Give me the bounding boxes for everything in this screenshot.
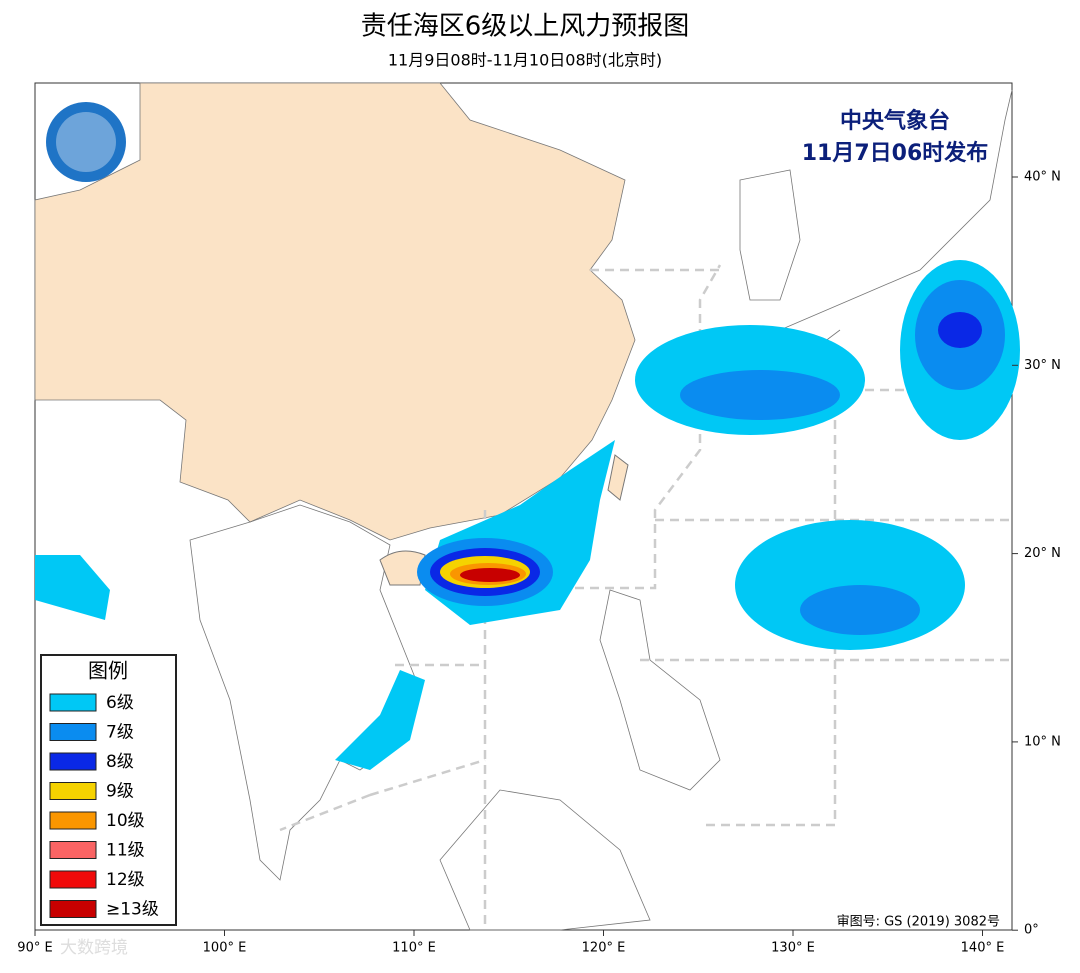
lat-label: 40° N xyxy=(1024,170,1061,185)
legend-swatch xyxy=(49,870,97,889)
legend-swatch xyxy=(49,811,97,830)
lon-label: 140° E xyxy=(961,941,1005,956)
legend-swatch xyxy=(49,900,97,918)
lon-label: 100° E xyxy=(203,941,247,956)
philippines xyxy=(599,589,721,791)
lat-label: 0° xyxy=(1024,923,1039,938)
lon-label: 130° E xyxy=(771,941,815,956)
axes: 40° N 30° N 20° N 10° N 0° 90° E 100° E 110° E 1… xyxy=(17,170,1061,956)
legend-label: 10级 xyxy=(106,811,145,831)
wind-areas xyxy=(35,260,1020,770)
legend-label: ≥13级 xyxy=(106,900,159,920)
lon-label: 110° E xyxy=(392,941,436,956)
wind-area xyxy=(680,370,840,420)
legend-label: 9级 xyxy=(106,782,134,802)
taiwan xyxy=(607,454,629,501)
watermark: 大数跨境 xyxy=(60,938,128,958)
korea xyxy=(739,169,801,301)
approval: 审图号: GS (2019) 3082号 xyxy=(837,915,1000,930)
logo-inner xyxy=(56,112,116,172)
legend-swatch xyxy=(49,752,97,771)
legend-label: 7级 xyxy=(106,723,134,743)
subtitle: 11月9日08时-11月10日08时(北京时) xyxy=(388,51,662,70)
legend-swatch xyxy=(49,693,97,712)
legend-label: 11级 xyxy=(106,841,145,861)
logo-circle xyxy=(46,102,126,182)
borneo xyxy=(439,789,651,931)
wind-area xyxy=(335,670,425,770)
lon-label: 120° E xyxy=(582,941,626,956)
wind-area xyxy=(35,555,110,620)
wind-area xyxy=(460,568,520,582)
issuer-time: 11月7日06时发布 xyxy=(802,140,989,166)
legend-label: 12级 xyxy=(106,870,145,890)
china-land xyxy=(34,82,636,541)
legend-swatch xyxy=(49,723,97,741)
lat-label: 10° N xyxy=(1024,734,1061,749)
title: 责任海区6级以上风力预报图 xyxy=(361,12,690,42)
legend-swatch xyxy=(49,841,97,859)
issuer-agency: 中央气象台 xyxy=(840,108,950,134)
legend-label: 8级 xyxy=(106,752,134,772)
lat-label: 30° N xyxy=(1024,358,1061,373)
wind-area xyxy=(800,585,920,635)
legend-label: 6级 xyxy=(106,693,134,713)
logo xyxy=(46,102,126,182)
lon-label: 90° E xyxy=(17,941,52,956)
lat-label: 20° N xyxy=(1024,546,1061,561)
map xyxy=(34,82,1013,931)
legend-title: 图例 xyxy=(88,659,128,683)
wind-area xyxy=(938,312,982,348)
legend-swatch xyxy=(49,782,97,800)
legend: 图例 6级 7级 8级 9级 10级 11级 12级 ≥13级 xyxy=(40,654,177,926)
